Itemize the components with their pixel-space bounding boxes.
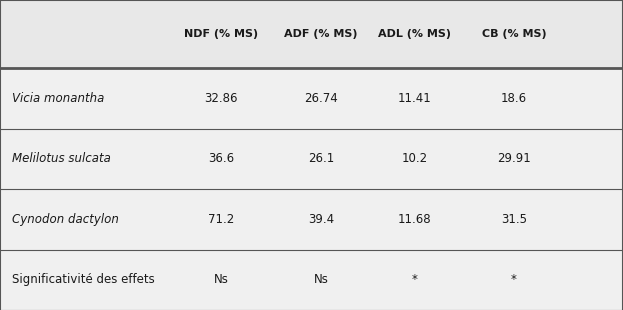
Text: 39.4: 39.4 — [308, 213, 334, 226]
Text: CB (% MS): CB (% MS) — [482, 29, 546, 39]
Text: Significativité des effets: Significativité des effets — [12, 273, 155, 286]
Text: ADL (% MS): ADL (% MS) — [378, 29, 451, 39]
Text: Vicia monantha: Vicia monantha — [12, 92, 105, 105]
Text: Cynodon dactylon: Cynodon dactylon — [12, 213, 120, 226]
Text: Melilotus sulcata: Melilotus sulcata — [12, 153, 112, 165]
Text: 31.5: 31.5 — [501, 213, 527, 226]
Text: 26.1: 26.1 — [308, 153, 334, 165]
Text: ADF (% MS): ADF (% MS) — [284, 29, 358, 39]
Bar — [0, 250, 623, 310]
Bar — [0, 189, 623, 250]
Bar — [0, 0, 623, 68]
Text: 11.41: 11.41 — [397, 92, 431, 105]
Text: 36.6: 36.6 — [208, 153, 234, 165]
Text: 29.91: 29.91 — [497, 153, 531, 165]
Text: Ns: Ns — [214, 273, 229, 286]
Text: 18.6: 18.6 — [501, 92, 527, 105]
Text: *: * — [411, 273, 417, 286]
Text: NDF (% MS): NDF (% MS) — [184, 29, 258, 39]
Text: 10.2: 10.2 — [401, 153, 427, 165]
Text: 26.74: 26.74 — [304, 92, 338, 105]
Bar — [0, 129, 623, 189]
Bar — [0, 68, 623, 129]
Text: 32.86: 32.86 — [204, 92, 238, 105]
Text: Ns: Ns — [313, 273, 328, 286]
Text: 11.68: 11.68 — [397, 213, 431, 226]
Text: 71.2: 71.2 — [208, 213, 234, 226]
Text: *: * — [511, 273, 517, 286]
